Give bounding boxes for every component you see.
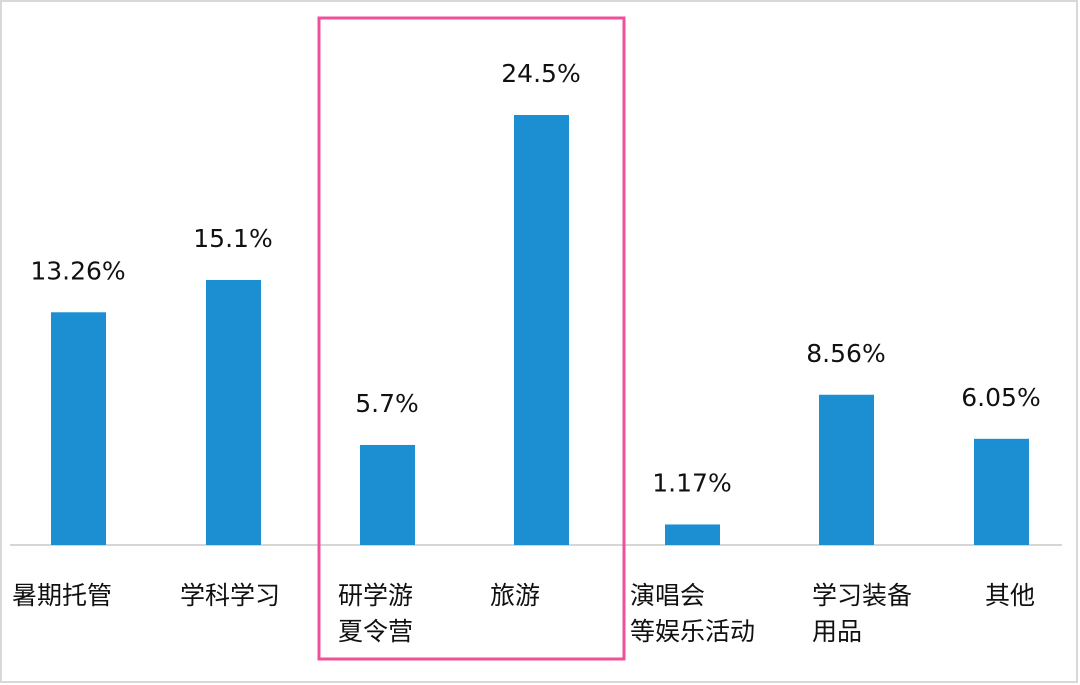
- bar: [819, 394, 874, 545]
- highlight-box: [317, 16, 626, 661]
- bar: [360, 444, 415, 545]
- x-tick-label: 演唱会: [630, 581, 705, 610]
- x-tick-label: 研学游: [338, 581, 413, 610]
- value-label: 5.7%: [355, 389, 419, 418]
- value-label: 1.17%: [652, 468, 731, 497]
- x-tick-label: 夏令营: [338, 617, 413, 646]
- value-label: 6.05%: [961, 383, 1040, 412]
- x-tick-label: 等娱乐活动: [630, 617, 755, 646]
- bar: [514, 115, 569, 545]
- x-tick-label: 旅游: [490, 581, 540, 610]
- value-label: 24.5%: [501, 59, 580, 88]
- x-tick-label: 学科学习: [180, 581, 280, 610]
- bar: [206, 279, 261, 545]
- value-label: 13.26%: [30, 256, 125, 285]
- x-tick-label: 暑期托管: [12, 581, 112, 610]
- bar: [665, 524, 720, 545]
- value-label: 15.1%: [193, 224, 272, 253]
- x-tick-label: 学习装备: [812, 581, 912, 610]
- value-label: 8.56%: [806, 339, 885, 368]
- x-tick-label: 用品: [812, 617, 862, 646]
- x-tick-label: 其他: [985, 581, 1035, 610]
- bar: [974, 438, 1029, 545]
- bar: [51, 312, 106, 545]
